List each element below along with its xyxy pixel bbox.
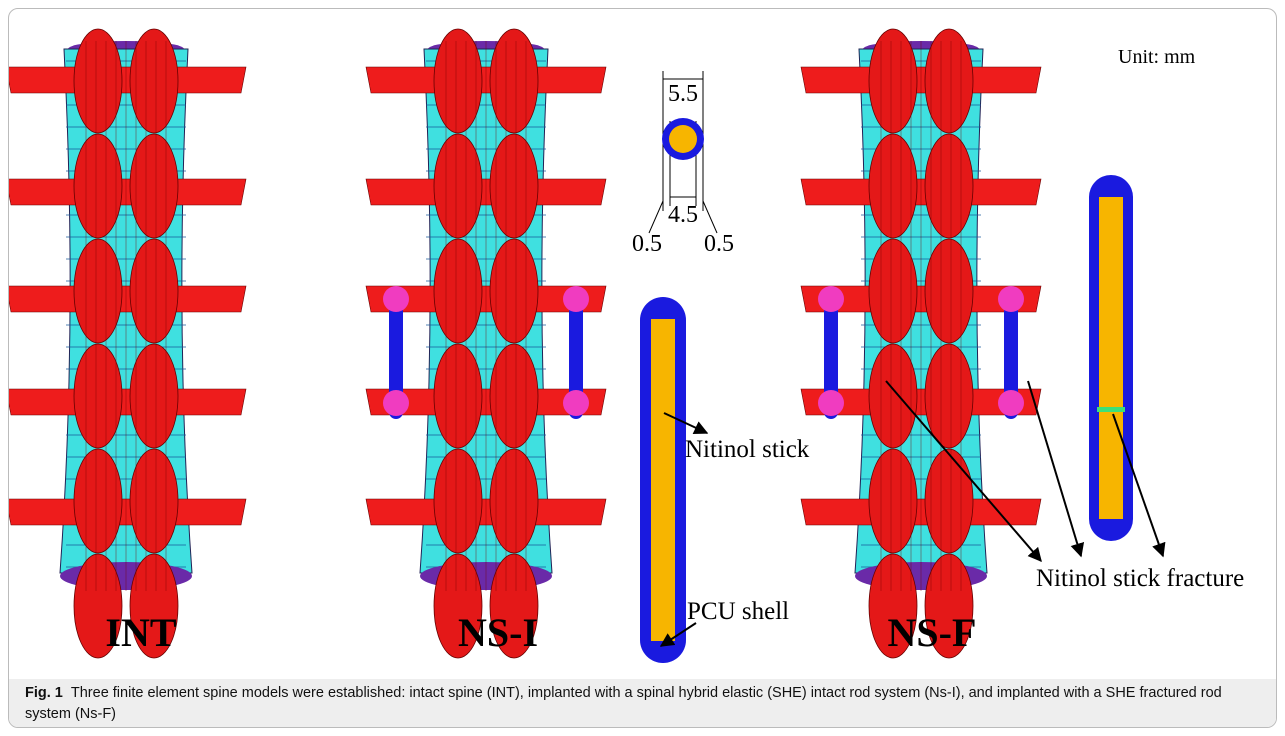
facet [869,134,917,238]
facet [925,239,973,343]
facet [74,134,122,238]
model-label: NS-F [888,610,977,655]
annotation: Nitinol stick [685,436,810,463]
transverse-process [9,67,246,93]
facet [434,29,482,133]
facet [434,344,482,448]
facet [869,449,917,553]
facet [869,29,917,133]
spine-models [9,29,1041,658]
facet [869,344,917,448]
dim-label: 0.5 [704,231,734,257]
facet [74,449,122,553]
facet [925,134,973,238]
screw-head [818,286,844,312]
screw-head [563,390,589,416]
facet [925,344,973,448]
fracture-line [1097,407,1125,412]
dim-label: 5.5 [668,81,698,107]
facet [130,344,178,448]
transverse-process [9,286,246,312]
facet [130,239,178,343]
facet [869,239,917,343]
screw-head [818,390,844,416]
dim-label: 4.5 [668,202,698,228]
facet [925,29,973,133]
annotation: Nitinol stick fracture [1036,565,1244,592]
figure: 5.5 4.5 0.5 0.5 Nitinol stick PCU shell … [9,9,1276,679]
facet [74,29,122,133]
screw-head [998,390,1024,416]
facet [925,449,973,553]
rod-core [1099,197,1123,519]
transverse-process [9,499,246,525]
facet [74,344,122,448]
facet [130,134,178,238]
facet [490,134,538,238]
facet [490,344,538,448]
rod-core [651,319,675,641]
model-label: NS-I [458,610,538,655]
screw-head [383,390,409,416]
transverse-process [9,179,246,205]
facet [434,134,482,238]
facet [74,239,122,343]
transverse-process [9,389,246,415]
facet [434,449,482,553]
caption-label: Fig. 1 [25,685,63,701]
annotation: PCU shell [687,598,789,625]
screw-head [998,286,1024,312]
dim-label: 0.5 [632,231,662,257]
screw-head [563,286,589,312]
facet [130,29,178,133]
facet [490,449,538,553]
facet [490,29,538,133]
facet [490,239,538,343]
unit-label: Unit: mm [1118,46,1196,68]
facet [130,449,178,553]
caption-text: Three finite element spine models were e… [25,685,1222,722]
facet [434,239,482,343]
model-label: INT [105,610,176,655]
screw-head [383,286,409,312]
figure-frame: 5.5 4.5 0.5 0.5 Nitinol stick PCU shell … [8,8,1277,728]
